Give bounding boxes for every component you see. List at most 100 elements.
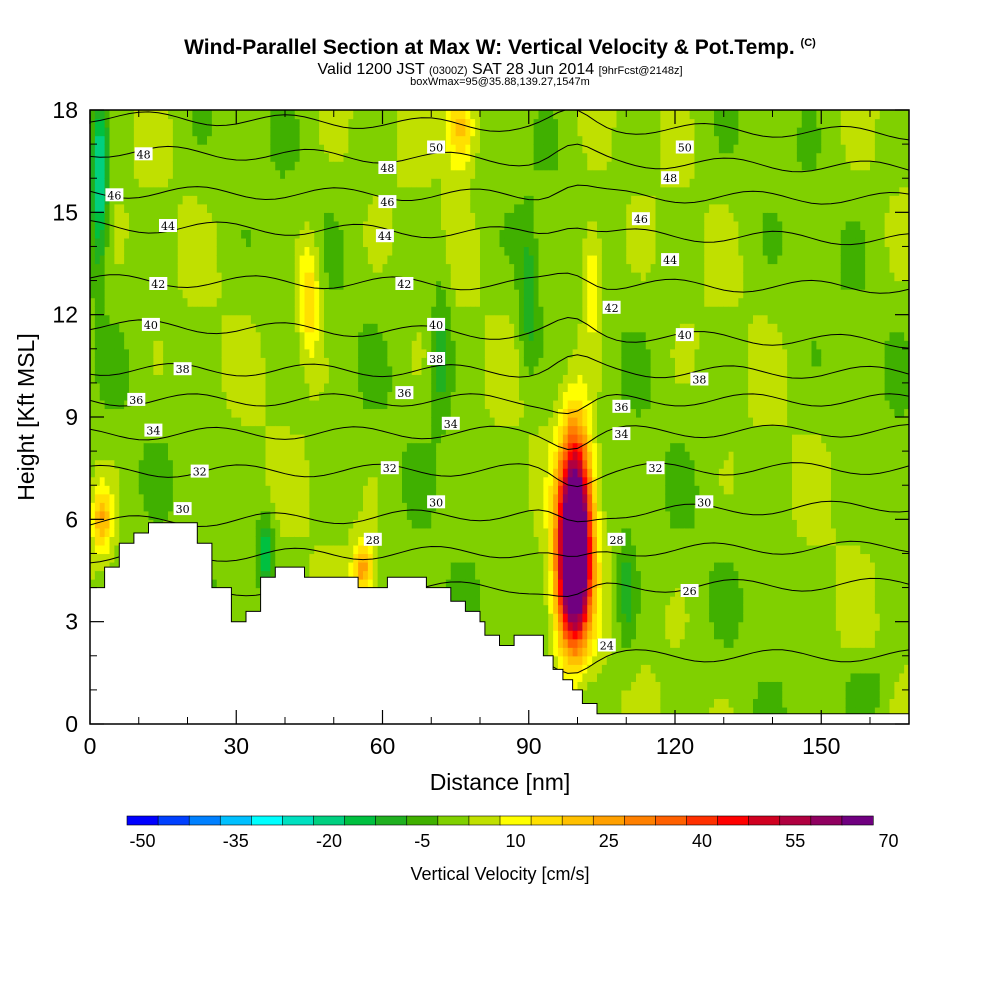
velocity-cell bbox=[377, 254, 384, 265]
velocity-cell bbox=[168, 306, 174, 316]
velocity-cell bbox=[363, 579, 369, 589]
velocity-cell bbox=[402, 237, 408, 248]
velocity-cell bbox=[309, 118, 315, 128]
velocity-cell bbox=[148, 442, 154, 452]
velocity-cell bbox=[382, 237, 388, 248]
velocity-cell bbox=[363, 118, 369, 128]
velocity-cell bbox=[231, 451, 237, 461]
velocity-cell bbox=[182, 493, 189, 503]
velocity-cell bbox=[246, 365, 252, 375]
velocity-cell bbox=[158, 374, 164, 384]
velocity-cell bbox=[416, 127, 423, 137]
velocity-cell bbox=[294, 485, 301, 495]
velocity-cell bbox=[94, 425, 101, 435]
velocity-cell bbox=[333, 186, 340, 196]
velocity-cell bbox=[226, 178, 232, 188]
velocity-cell bbox=[265, 451, 271, 461]
velocity-cell bbox=[294, 195, 301, 205]
velocity-cell bbox=[119, 408, 125, 418]
velocity-cell bbox=[221, 263, 228, 273]
velocity-cell bbox=[158, 297, 164, 307]
velocity-cell bbox=[231, 502, 237, 512]
velocity-cell bbox=[99, 118, 106, 128]
velocity-cell bbox=[216, 553, 223, 563]
velocity-cell bbox=[280, 417, 286, 427]
velocity-cell bbox=[226, 476, 232, 486]
velocity-cell bbox=[319, 161, 325, 171]
velocity-cell bbox=[328, 229, 335, 239]
velocity-cell bbox=[377, 203, 384, 213]
velocity-cell bbox=[236, 127, 242, 137]
velocity-cell bbox=[416, 442, 423, 452]
velocity-cell bbox=[270, 118, 276, 128]
velocity-cell bbox=[309, 399, 315, 410]
velocity-cell bbox=[260, 169, 267, 179]
velocity-cell bbox=[211, 246, 218, 256]
velocity-cell bbox=[255, 306, 262, 316]
velocity-cell bbox=[202, 254, 208, 265]
velocity-cell bbox=[158, 272, 164, 282]
velocity-cell bbox=[99, 212, 106, 222]
velocity-cell bbox=[104, 169, 111, 179]
velocity-cell bbox=[211, 561, 218, 572]
velocity-cell bbox=[358, 417, 364, 427]
velocity-cell bbox=[231, 553, 237, 563]
velocity-cell bbox=[338, 195, 345, 205]
velocity-cell bbox=[250, 587, 257, 597]
velocity-cell bbox=[133, 357, 140, 367]
velocity-cell bbox=[285, 510, 291, 520]
velocity-cell bbox=[304, 348, 310, 358]
velocity-cell bbox=[333, 195, 340, 205]
velocity-cell bbox=[333, 237, 340, 248]
velocity-cell bbox=[309, 553, 315, 563]
velocity-cell bbox=[236, 246, 242, 256]
velocity-cell bbox=[343, 357, 349, 367]
velocity-cell bbox=[94, 178, 101, 188]
velocity-cell bbox=[187, 374, 193, 384]
velocity-cell bbox=[177, 254, 184, 265]
velocity-cell bbox=[104, 417, 111, 427]
velocity-cell bbox=[207, 382, 213, 393]
velocity-cell bbox=[119, 246, 125, 256]
velocity-cell bbox=[289, 391, 296, 401]
velocity-cell bbox=[406, 297, 413, 307]
velocity-cell bbox=[250, 246, 257, 256]
velocity-cell bbox=[289, 536, 296, 546]
velocity-cell bbox=[392, 289, 398, 299]
velocity-cell bbox=[255, 220, 262, 230]
velocity-cell bbox=[348, 553, 354, 563]
velocity-cell bbox=[255, 186, 262, 196]
velocity-cell bbox=[216, 527, 223, 537]
velocity-cell bbox=[255, 340, 262, 350]
velocity-cell bbox=[280, 246, 286, 256]
velocity-cell bbox=[221, 246, 228, 256]
velocity-cell bbox=[304, 374, 310, 384]
velocity-cell bbox=[246, 561, 252, 572]
velocity-cell bbox=[148, 289, 154, 299]
velocity-cell bbox=[231, 527, 237, 537]
velocity-cell bbox=[372, 579, 379, 589]
velocity-cell bbox=[367, 544, 374, 555]
velocity-cell bbox=[168, 348, 174, 358]
velocity-cell bbox=[338, 425, 345, 435]
velocity-cell bbox=[265, 169, 271, 179]
velocity-cell bbox=[143, 127, 150, 137]
velocity-cell bbox=[289, 306, 296, 316]
velocity-cell bbox=[363, 220, 369, 230]
velocity-cell bbox=[231, 536, 237, 546]
velocity-cell bbox=[177, 127, 184, 137]
velocity-cell bbox=[153, 237, 159, 248]
velocity-cell bbox=[124, 263, 130, 273]
velocity-cell bbox=[324, 570, 330, 580]
velocity-cell bbox=[119, 340, 125, 350]
velocity-cell bbox=[358, 459, 364, 469]
velocity-cell bbox=[236, 493, 242, 503]
velocity-cell bbox=[416, 297, 423, 307]
velocity-cell bbox=[221, 169, 228, 179]
velocity-cell bbox=[265, 203, 271, 213]
velocity-cell bbox=[187, 118, 193, 128]
velocity-cell bbox=[280, 254, 286, 265]
velocity-cell bbox=[382, 408, 388, 418]
velocity-cell bbox=[304, 408, 310, 418]
velocity-cell bbox=[172, 263, 179, 273]
